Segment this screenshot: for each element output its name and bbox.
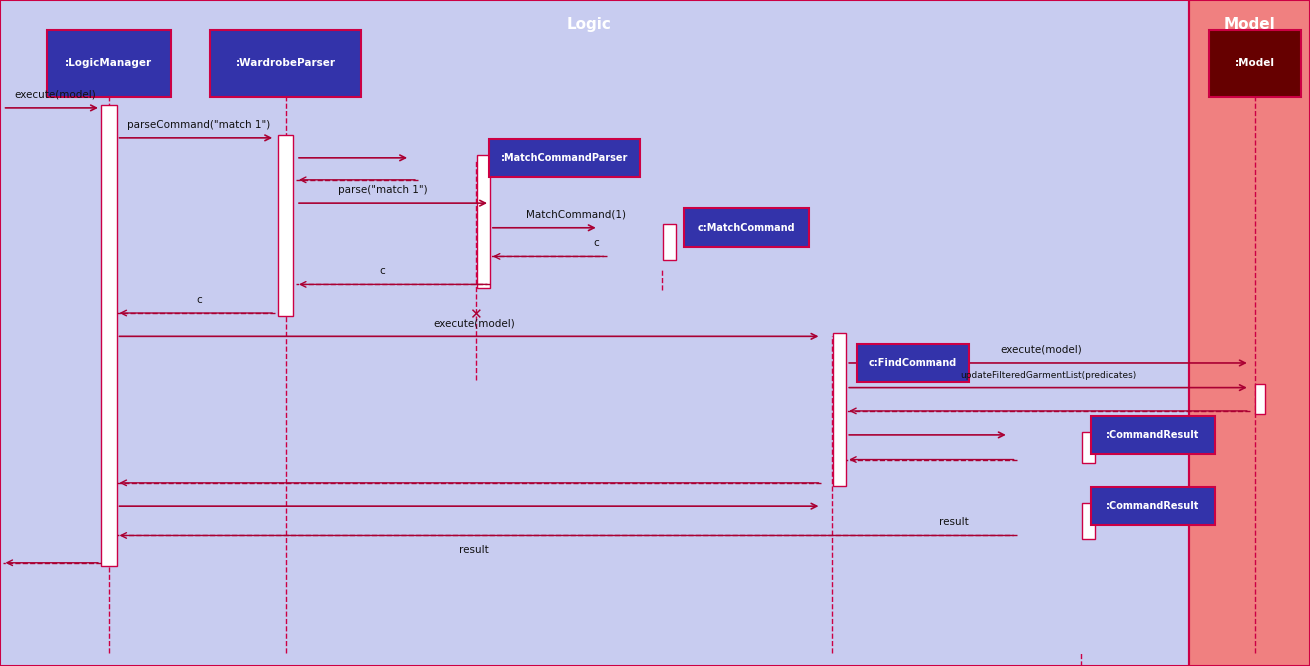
Bar [663, 224, 676, 260]
Bar [833, 333, 846, 486]
Text: Logic: Logic [567, 17, 612, 32]
Text: :Model: :Model [1235, 58, 1275, 69]
Text: parseCommand("match 1"): parseCommand("match 1") [127, 120, 271, 130]
Text: :LogicManager: :LogicManager [66, 58, 152, 69]
Bar [685, 208, 810, 247]
Bar [47, 30, 170, 97]
Text: updateFilteredGarmentList(predicates): updateFilteredGarmentList(predicates) [960, 370, 1136, 380]
Bar [1090, 416, 1216, 454]
Text: c: c [196, 295, 202, 305]
Bar [1209, 30, 1301, 97]
Text: :CommandResult: :CommandResult [1106, 430, 1200, 440]
Text: result: result [460, 545, 489, 555]
Text: :CommandResult: :CommandResult [1106, 501, 1200, 511]
Text: execute(model): execute(model) [434, 318, 515, 328]
Text: ✕: ✕ [469, 307, 482, 322]
Text: MatchCommand(1): MatchCommand(1) [527, 210, 626, 220]
Text: :MatchCommandParser: :MatchCommandParser [500, 153, 629, 163]
Bar [1090, 487, 1216, 525]
Text: c: c [380, 266, 385, 276]
Bar [1255, 384, 1265, 414]
Bar [1189, 0, 1310, 666]
Text: Model: Model [1224, 17, 1276, 32]
Bar [1082, 432, 1095, 463]
Text: c: c [593, 238, 599, 248]
Bar [210, 30, 362, 97]
Text: result: result [939, 517, 968, 527]
Text: :WardrobeParser: :WardrobeParser [236, 58, 335, 69]
Text: c:FindCommand: c:FindCommand [869, 358, 958, 368]
Text: execute(model): execute(model) [14, 90, 96, 100]
Bar [477, 155, 490, 288]
Bar [858, 344, 969, 382]
Text: parse("match 1"): parse("match 1") [338, 185, 427, 195]
Text: execute(model): execute(model) [1001, 345, 1082, 355]
Text: c:MatchCommand: c:MatchCommand [698, 222, 795, 233]
Bar [278, 135, 293, 316]
Bar [101, 105, 117, 566]
Bar [1082, 503, 1095, 539]
Bar [490, 139, 639, 177]
